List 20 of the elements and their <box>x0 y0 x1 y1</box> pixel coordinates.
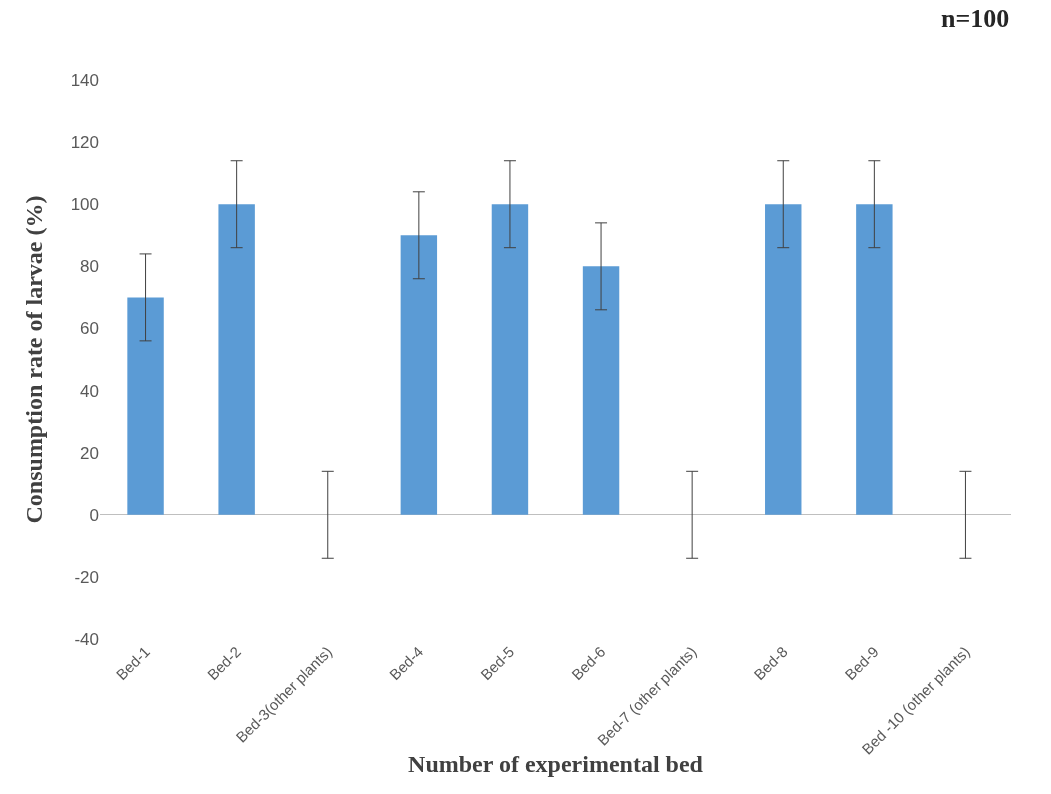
text: n=100 <box>941 4 1010 33</box>
bar <box>765 204 802 515</box>
y-tick-label: 140 <box>70 70 99 90</box>
bar <box>218 204 255 515</box>
y-tick-label: 0 <box>89 505 99 525</box>
y-tick-label: 100 <box>70 195 99 215</box>
bar <box>582 266 620 515</box>
y-tick-label: -20 <box>74 567 99 587</box>
bar <box>127 297 164 515</box>
y-tick-label: -40 <box>74 629 99 649</box>
y-tick-label: 40 <box>80 381 99 401</box>
y-tick-label: 120 <box>70 133 99 153</box>
y-tick-label: 80 <box>80 257 99 277</box>
bar <box>491 204 529 515</box>
y-tick-label: 20 <box>80 443 99 463</box>
bar <box>856 204 893 515</box>
y-axis-title: Consumption rate of larvae (%) <box>21 195 47 524</box>
x-axis-title: Number of experimental bed <box>408 750 704 777</box>
bar <box>400 235 438 515</box>
y-tick-label: 60 <box>80 319 99 339</box>
